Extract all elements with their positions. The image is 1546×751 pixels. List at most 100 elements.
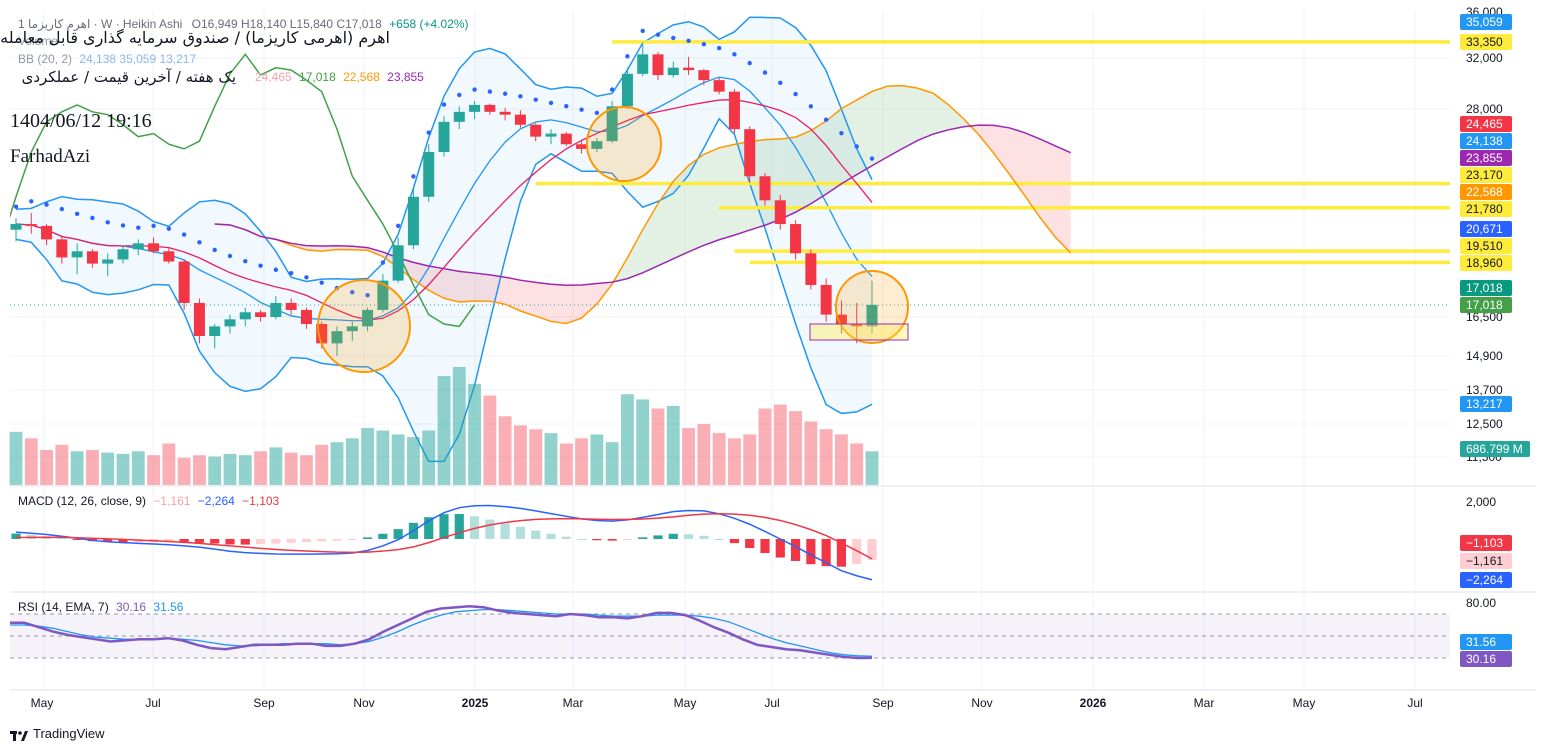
macd-histogram-bar (531, 530, 541, 539)
cloud-segment (948, 104, 964, 130)
macd-histogram-bar (393, 529, 403, 539)
time-axis[interactable]: May Jul Sep Nov 2025 Mar May Jul Sep Nov 2026 Mar Ma… (31, 696, 1423, 710)
time-tick-label: May (674, 696, 697, 710)
annotations (317, 106, 909, 373)
sar-dot (609, 87, 615, 92)
tradingview-brand[interactable]: TradingView (10, 726, 105, 741)
price-label-text: 17,018 (1466, 298, 1503, 312)
macd-histogram-bar (164, 539, 174, 543)
volume-bar (376, 430, 390, 485)
price-axis[interactable]: 36,00032,00028,00016,50014,90013,70012,5… (1460, 5, 1530, 667)
sar-dot (197, 240, 202, 245)
cloud-segment (551, 284, 567, 324)
price-label-text: 23,170 (1466, 168, 1503, 182)
candle-body (530, 124, 542, 137)
volume-bar (712, 433, 726, 485)
volume-bar (177, 457, 191, 485)
cloud-segment (520, 280, 536, 317)
volume-bar (269, 447, 283, 485)
candle-body (759, 176, 771, 201)
macd-histogram-bar (194, 539, 205, 543)
volume-bar (101, 452, 115, 485)
volume-bar (636, 399, 650, 485)
volume-bar (773, 404, 787, 485)
time-tick-label: Mar (1194, 696, 1215, 710)
indicator-label-badge (1460, 535, 1512, 551)
sar-dot (564, 103, 569, 109)
volume-bar (514, 425, 527, 485)
volume-bar (529, 429, 543, 485)
macd-histogram-bar (714, 539, 724, 540)
macd-histogram-bar (729, 539, 740, 544)
grid-lines (10, 10, 1536, 691)
candle-body (163, 251, 175, 262)
volume-bar (682, 427, 695, 485)
volume-bar (284, 452, 298, 485)
candle-body (713, 80, 725, 92)
candle-body (545, 133, 557, 137)
candle-body (820, 284, 832, 315)
time-tick-label: May (1293, 696, 1316, 710)
sar-dot (869, 156, 875, 161)
macd-histogram-bar (699, 535, 709, 539)
macd-histogram-bar (347, 539, 357, 540)
candle-body (576, 144, 588, 149)
sar-dot (151, 223, 156, 228)
time-tick-label: 2026 (1080, 696, 1107, 710)
sar-dot (808, 104, 814, 109)
volume-bar (238, 455, 252, 485)
tradingview-logo-icon (10, 729, 28, 741)
volume-bar (544, 433, 558, 485)
cloud-segment (688, 154, 704, 252)
candle-body (392, 245, 404, 281)
cloud-segment (658, 181, 674, 266)
symbol-line: 1 اهرم کاریزما · W · Heikin Ashi O16,949… (18, 17, 469, 31)
macd-histogram-bar (439, 514, 449, 539)
price-label-text: 686.799 M (1466, 442, 1523, 456)
macd-histogram-bar (485, 519, 495, 539)
cloud-segment (444, 268, 460, 303)
candle-body (346, 326, 358, 332)
highlight-circle (317, 279, 411, 373)
volume-bar (330, 442, 344, 485)
volume-bar (651, 408, 665, 485)
indicator-label-text: 2,000 (1466, 495, 1496, 509)
macd-histogram-bar (255, 539, 266, 545)
macd-histogram-bar (638, 537, 648, 539)
sar-dot (105, 220, 110, 225)
price-label-text: 22,568 (1466, 185, 1503, 199)
macd-histogram-bar (745, 539, 755, 548)
indicator-label-badge (1460, 651, 1512, 667)
macd-signal-line (15, 513, 873, 560)
rsi-value: 30.16 (116, 600, 147, 614)
candle-body (621, 73, 633, 107)
indicator-label-badge (1460, 634, 1512, 650)
indicator-label-text: 80.00 (1466, 596, 1496, 610)
sar-dot (181, 232, 187, 237)
volume-bar (804, 421, 818, 485)
price-tick-label: 16,500 (1466, 310, 1503, 324)
sar-dot (701, 42, 707, 47)
price-label-badge (1460, 255, 1512, 271)
price-label-badge (1460, 133, 1512, 149)
volume-bar (223, 453, 237, 485)
macd-histogram-bar (301, 539, 312, 543)
cloud-segment (902, 85, 918, 149)
candle-body (270, 302, 282, 317)
macd-histogram-bar (118, 539, 128, 543)
volume-bar (819, 429, 833, 485)
bb-label: BB (20, 2) 24,138 35,059 13,217 (18, 52, 196, 66)
sar-dot (29, 199, 34, 204)
volume-bar (590, 434, 604, 485)
price-label-text: 17,018 (1466, 281, 1503, 295)
sar-dot (288, 270, 294, 276)
price-label-text: 18,960 (1466, 256, 1503, 270)
cloud-segment (703, 147, 720, 246)
volume-bar (55, 444, 69, 485)
cloud-segment (933, 93, 949, 135)
macd-histogram-bar (179, 539, 189, 543)
ichimoku-values: 24,465 17,018 22,568 23,855 (255, 70, 424, 84)
candle-body (637, 54, 649, 74)
cloud-segment (826, 108, 842, 195)
